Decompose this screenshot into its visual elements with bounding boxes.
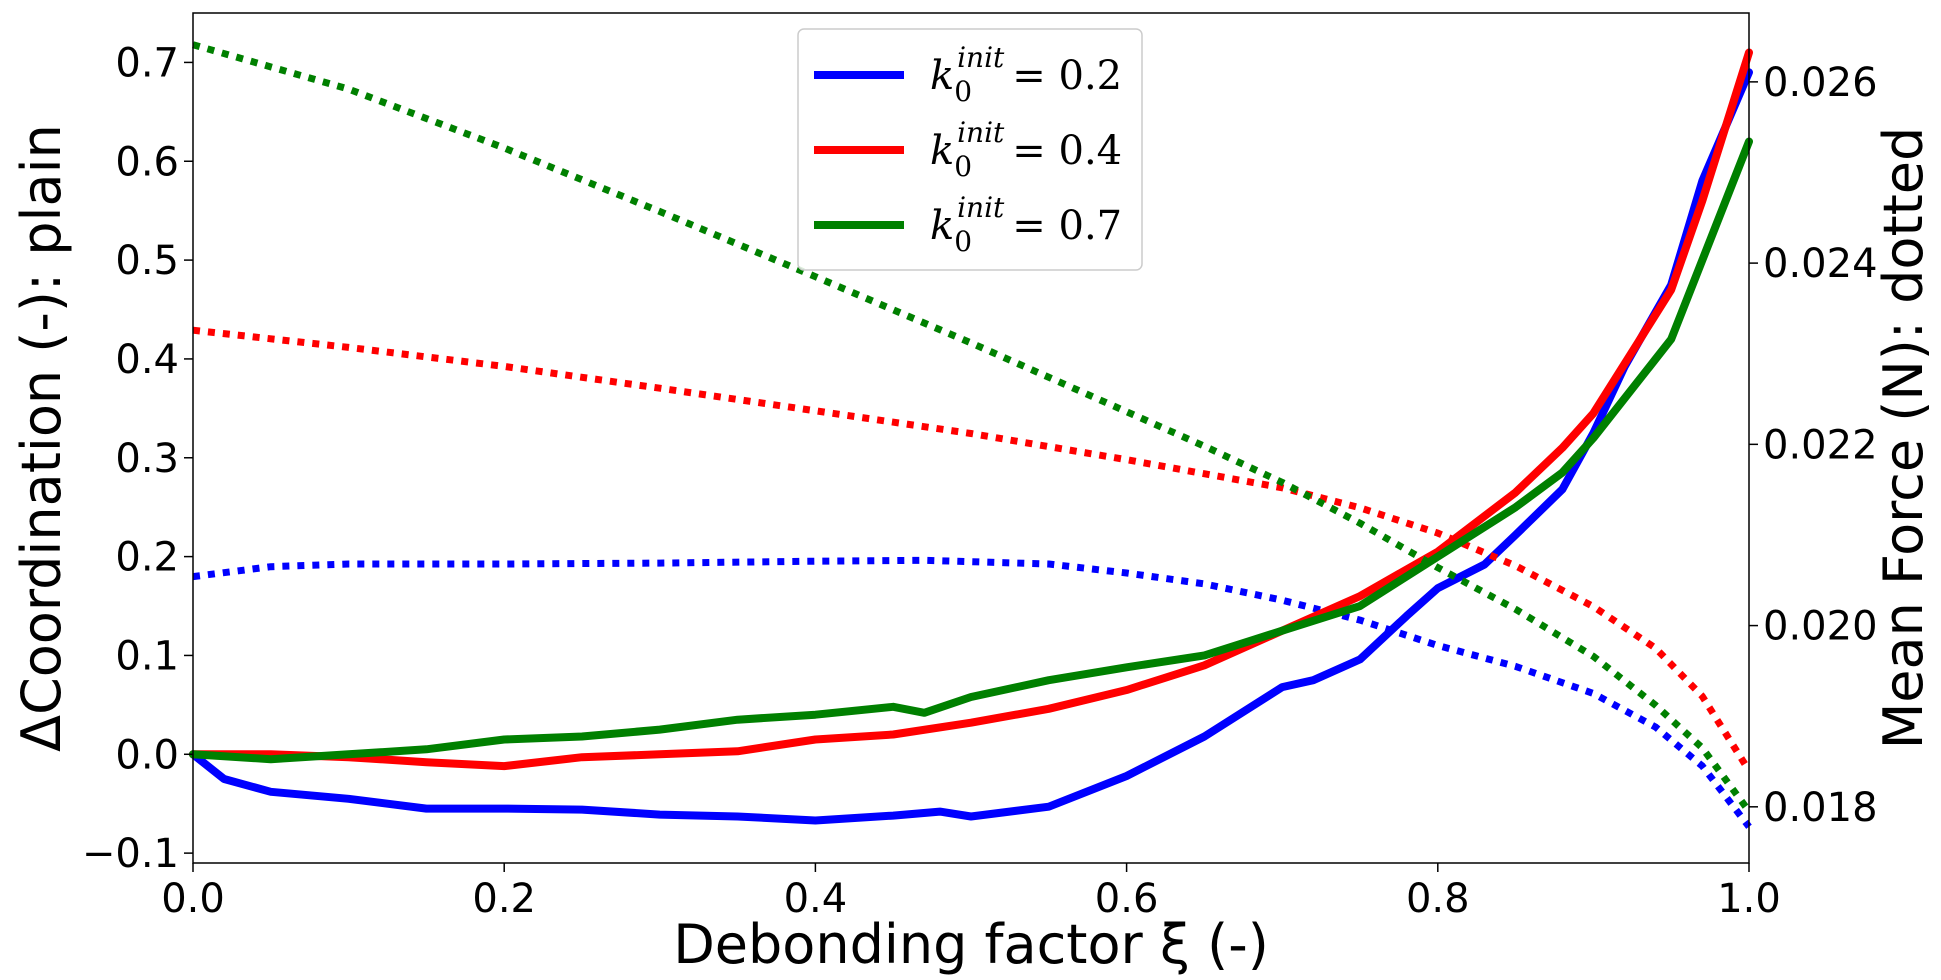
right-y-axis-title: Mean Force (N): dotted [1872, 127, 1935, 750]
right-y-tick-label: 0.018 [1763, 785, 1878, 831]
left-y-axis-ticks: −0.1 0.0 0.1 0.2 0.3 0.4 0.5 0.6 0.7 [82, 40, 193, 877]
x-axis-ticks: 0.0 0.2 0.4 0.6 0.8 1.0 [161, 863, 1781, 922]
right-y-tick-label: 0.026 [1763, 60, 1878, 106]
left-y-axis-title: ΔCoordination (-): plain [10, 124, 73, 752]
left-y-tick-label: 0.0 [115, 732, 179, 778]
x-tick-label: 0.8 [1406, 876, 1470, 922]
plot-frame [192, 12, 1750, 864]
x-tick-label: 0.0 [161, 876, 225, 922]
series-layer [189, 41, 1753, 829]
left-y-tick-label: 0.5 [115, 238, 179, 284]
legend-label: k0init = 0.7 [930, 191, 1122, 258]
left-y-tick-label: 0.2 [115, 535, 179, 581]
left-y-tick-label: 0.3 [115, 436, 179, 482]
right-y-tick-label: 0.024 [1763, 241, 1878, 287]
legend-label: k0init = 0.4 [930, 116, 1122, 183]
force-line-k0init-0-4 [192, 326, 1752, 773]
x-tick-label: 1.0 [1717, 876, 1781, 922]
x-tick-label: 0.4 [784, 876, 848, 922]
right-y-axis-ticks: 0.018 0.020 0.022 0.024 0.026 [1749, 60, 1878, 831]
force-line-k0init-0-2 [192, 556, 1752, 829]
left-y-tick-label: 0.6 [115, 139, 179, 185]
x-tick-label: 0.2 [472, 876, 536, 922]
coordination-line-k0init-0-7 [189, 137, 1753, 764]
legend-box [797, 28, 1143, 271]
left-y-tick-label: −0.1 [82, 831, 179, 877]
left-y-tick-label: 0.1 [115, 633, 179, 679]
right-y-tick-label: 0.020 [1763, 604, 1878, 650]
right-y-tick-label: 0.022 [1763, 422, 1878, 468]
x-tick-label: 0.6 [1095, 876, 1159, 922]
legend: k0init = 0.2 k0init = 0.4 k0init = 0.7 [797, 28, 1143, 271]
coordination-line-k0init-0-2 [189, 68, 1753, 825]
left-y-tick-label: 0.4 [115, 337, 179, 383]
x-axis-title: Debonding factor ξ (-) [673, 913, 1269, 976]
coordination-line-k0init-0-4 [189, 48, 1753, 771]
left-y-tick-label: 0.7 [115, 40, 179, 86]
legend-label: k0init = 0.2 [930, 41, 1122, 108]
